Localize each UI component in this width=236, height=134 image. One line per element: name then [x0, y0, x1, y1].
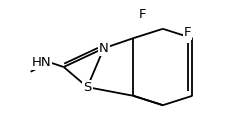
Text: F: F — [184, 26, 191, 39]
Text: S: S — [83, 81, 92, 94]
Text: N: N — [99, 42, 109, 55]
Text: F: F — [139, 8, 147, 21]
Text: HN: HN — [31, 56, 51, 69]
